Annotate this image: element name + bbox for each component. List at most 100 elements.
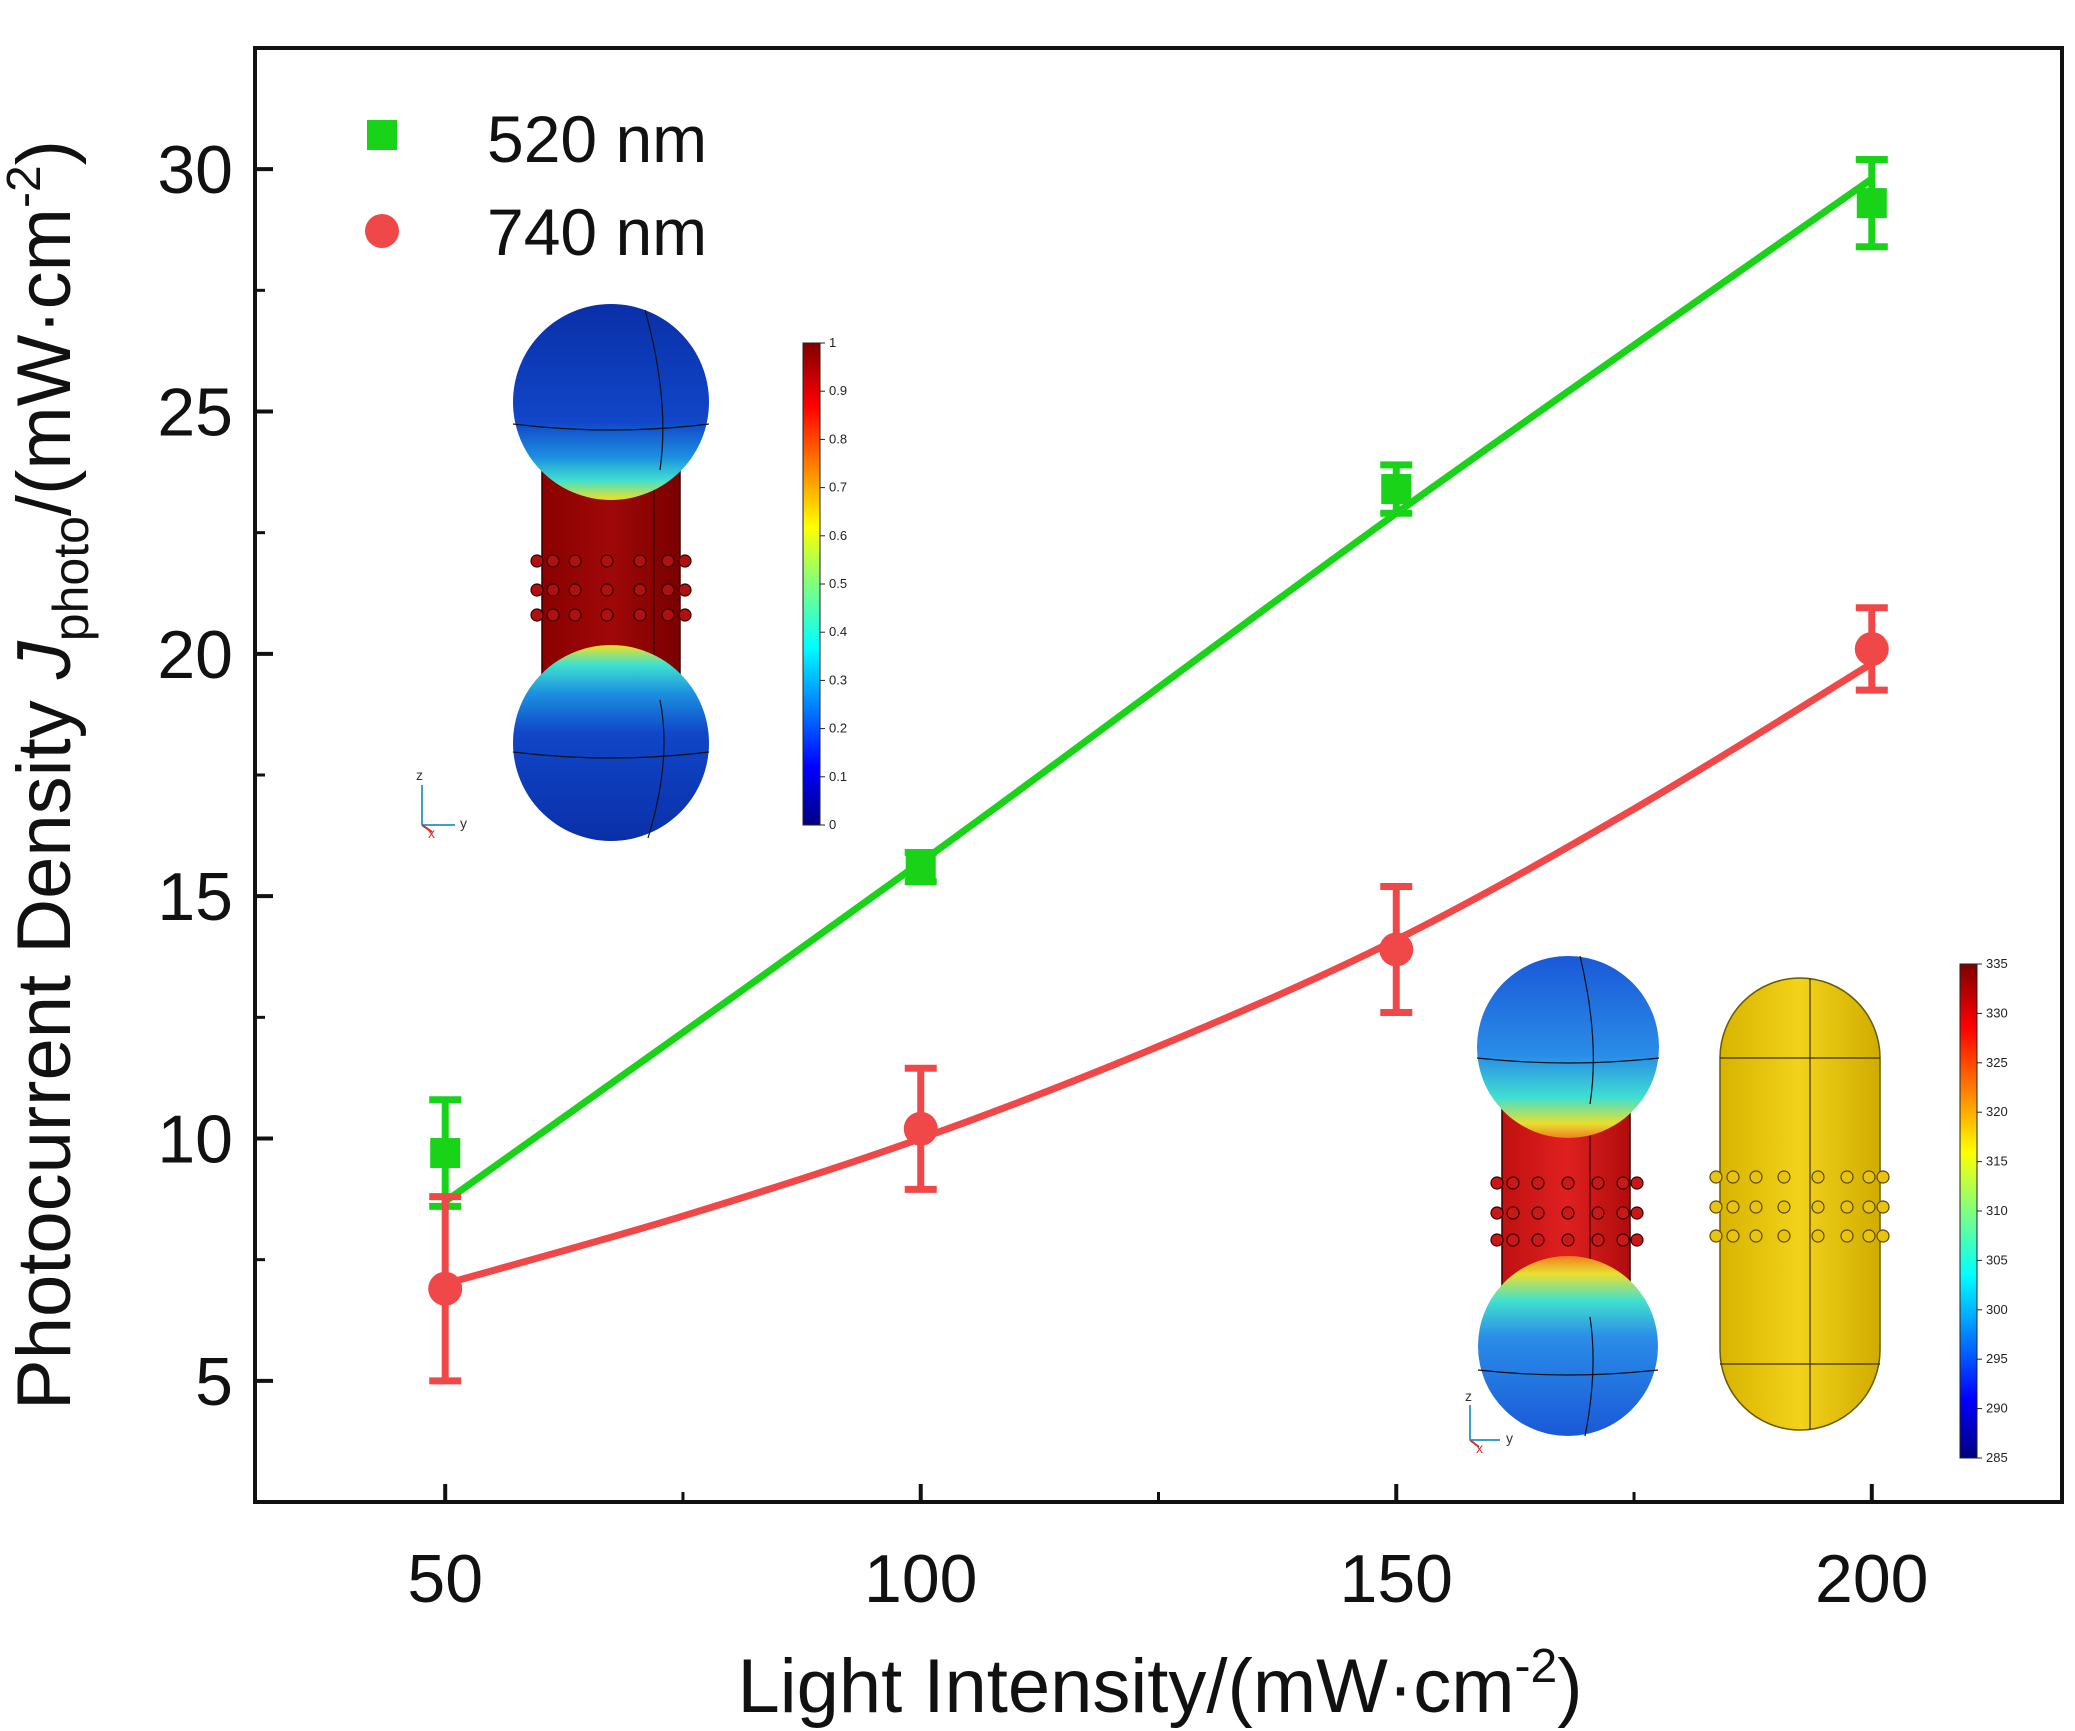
x-axis-title: Light Intensity/(mW·cm-2) — [737, 1640, 1582, 1729]
legend-label-740nm: 740 nm — [487, 195, 707, 269]
inset-1-axis-z: z — [416, 767, 423, 783]
colorbar-tick-label: 285 — [1986, 1450, 2008, 1465]
nanoparticle — [1709, 1200, 1723, 1214]
data-point-740nm — [1379, 932, 1414, 967]
x-tick-label: 150 — [1340, 1541, 1453, 1617]
nanoparticle — [546, 608, 560, 622]
colorbar-tick-label: 330 — [1986, 1005, 2008, 1020]
nanoparticle — [1726, 1170, 1740, 1184]
colorbar-tick-label: 300 — [1986, 1302, 2008, 1317]
nanoparticle — [1862, 1200, 1876, 1214]
inset-1-colorbar-labels: 1 0.9 0.8 0.7 0.6 0.5 0.4 0.3 0.2 0.1 0 — [820, 335, 847, 832]
colorbar-tick-label: 0.5 — [829, 576, 847, 591]
inset-1-top-sphere — [513, 304, 709, 500]
nanoparticle — [678, 608, 692, 622]
colorbar-tick-label: 320 — [1986, 1104, 2008, 1119]
nanoparticle — [633, 608, 647, 622]
inset-1-axis-x: x — [428, 825, 435, 841]
inset-2-nanoparticles — [1490, 1176, 1644, 1247]
nanoparticle — [1591, 1206, 1605, 1220]
nanoparticle — [1840, 1229, 1854, 1243]
nanoparticle — [1709, 1170, 1723, 1184]
colorbar-tick-label: 0.7 — [829, 480, 847, 495]
nanoparticle — [1862, 1229, 1876, 1243]
x-tick-label: 100 — [864, 1541, 977, 1617]
legend-marker-740nm — [365, 214, 399, 248]
inset-2-colorbar-labels: 335 330 325 320 315 310 305 300 295 290 285 — [1977, 956, 2008, 1465]
x-tick-label: 200 — [1815, 1541, 1928, 1617]
nanoparticle — [546, 554, 560, 568]
nanoparticle — [1749, 1170, 1763, 1184]
nanoparticle — [568, 608, 582, 622]
nanoparticle — [1811, 1229, 1825, 1243]
nanoparticle — [1726, 1229, 1740, 1243]
inset-1-axes-triad: z x y — [416, 767, 467, 841]
nanoparticle — [633, 554, 647, 568]
nanoparticle — [1840, 1200, 1854, 1214]
nanoparticle — [661, 554, 675, 568]
data-point-520nm — [905, 852, 936, 883]
nanoparticle — [530, 608, 544, 622]
colorbar-tick-label: 315 — [1986, 1154, 2008, 1169]
inset-2-colorbar — [1959, 963, 1978, 1459]
nanoparticle — [530, 554, 544, 568]
nanoparticle — [1506, 1176, 1520, 1190]
nanoparticle — [530, 583, 544, 597]
nanoparticle — [1726, 1200, 1740, 1214]
colorbar-tick-label: 0.2 — [829, 721, 847, 736]
nanoparticle — [1862, 1170, 1876, 1184]
legend: 520 nm 740 nm — [365, 102, 707, 269]
inset-1-bottom-sphere — [513, 645, 709, 841]
nanoparticle — [1531, 1233, 1545, 1247]
nanoparticle — [1490, 1233, 1504, 1247]
nanoparticle — [1630, 1233, 1644, 1247]
nanoparticle — [1876, 1170, 1890, 1184]
inset-2-axis-z: z — [1465, 1388, 1472, 1404]
inset-2-gold-rod — [1719, 977, 1881, 1431]
nanoparticle — [1531, 1176, 1545, 1190]
nanoparticle — [568, 554, 582, 568]
nanoparticle — [1616, 1206, 1630, 1220]
nanoparticle — [1777, 1229, 1791, 1243]
y-tick-label: 25 — [157, 375, 233, 451]
legend-label-520nm: 520 nm — [487, 102, 707, 176]
colorbar-tick-label: 295 — [1986, 1351, 2008, 1366]
inset-2-axes-triad: z x y — [1465, 1388, 1513, 1456]
colorbar-tick-label: 0.6 — [829, 528, 847, 543]
colorbar-tick-label: 0.8 — [829, 431, 847, 446]
inset-2-top-sphere — [1477, 956, 1659, 1138]
nanoparticle — [546, 583, 560, 597]
colorbar-tick-label: 335 — [1986, 956, 2008, 971]
nanoparticle — [1591, 1233, 1605, 1247]
nanoparticle — [1811, 1170, 1825, 1184]
colorbar-tick-label: 0.3 — [829, 672, 847, 687]
colorbar-tick-label: 0.4 — [829, 624, 847, 639]
fit-line-740nm — [444, 660, 1874, 1288]
nanoparticle — [1709, 1229, 1723, 1243]
data-point-740nm — [903, 1111, 938, 1146]
y-tick-label: 10 — [157, 1102, 233, 1178]
y-axis-ticks: 5 10 15 20 25 30 — [157, 46, 273, 1504]
nanoparticle — [678, 554, 692, 568]
data-point-740nm — [1854, 631, 1889, 666]
inset-2-gold-nanoparticles — [1709, 1170, 1890, 1243]
colorbar-tick-label: 0.9 — [829, 383, 847, 398]
data-point-520nm — [1856, 188, 1887, 219]
data-point-520nm — [430, 1138, 461, 1169]
nanoparticle — [1876, 1200, 1890, 1214]
inset-dumbbell-740-and-rod: z x y 335 330 325 320 315 310 305 300 295 290 285 — [1465, 955, 2008, 1465]
nanoparticle — [1561, 1233, 1575, 1247]
nanoparticle — [1616, 1233, 1630, 1247]
nanoparticle — [661, 608, 675, 622]
inset-2-axis-x: x — [1476, 1440, 1483, 1456]
nanoparticle — [1876, 1229, 1890, 1243]
nanoparticle — [678, 583, 692, 597]
nanoparticle — [1490, 1176, 1504, 1190]
nanoparticle — [1591, 1176, 1605, 1190]
nanoparticle — [1811, 1200, 1825, 1214]
y-tick-label: 20 — [157, 617, 233, 693]
nanoparticle — [1506, 1206, 1520, 1220]
inset-2-axis-y: y — [1506, 1430, 1513, 1446]
nanoparticle — [1630, 1176, 1644, 1190]
colorbar-tick-label: 310 — [1986, 1203, 2008, 1218]
